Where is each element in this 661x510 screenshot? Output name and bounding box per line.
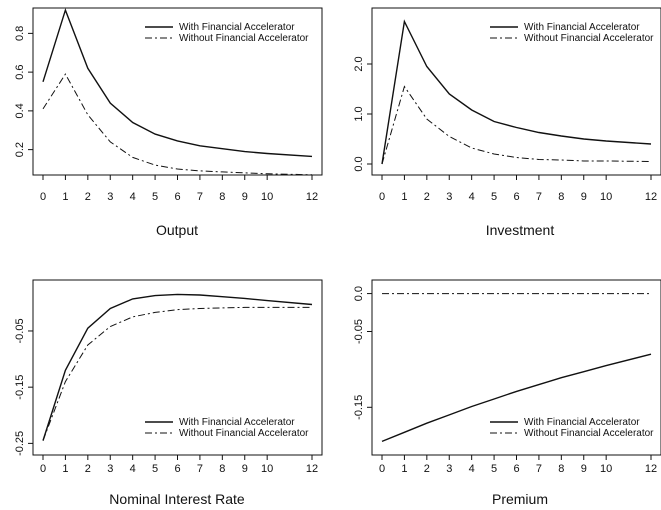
- series-line-without-accelerator: [381, 85, 652, 165]
- x-tick-label: 5: [491, 463, 497, 475]
- legend-label: With Financial Accelerator: [179, 22, 295, 33]
- x-tick-label: 1: [62, 463, 68, 475]
- x-tick-label: 9: [581, 191, 587, 203]
- x-tick-label: 3: [107, 191, 113, 203]
- x-tick-label: 9: [242, 463, 248, 475]
- x-tick-label: 12: [306, 463, 318, 475]
- x-tick-label: 5: [491, 191, 497, 203]
- x-tick-label: 0: [379, 191, 385, 203]
- x-tick-label: 12: [645, 463, 657, 475]
- x-tick-label: 5: [152, 463, 158, 475]
- x-tick-label: 3: [107, 463, 113, 475]
- y-tick-label: -0.15: [353, 395, 365, 420]
- series-line-without-accelerator: [42, 73, 313, 176]
- x-tick-label: 1: [401, 191, 407, 203]
- x-tick-label: 2: [424, 191, 430, 203]
- x-tick-label: 8: [558, 191, 564, 203]
- x-tick-label: 12: [306, 191, 318, 203]
- x-tick-label: 0: [379, 463, 385, 475]
- series-line-without-accelerator: [42, 306, 312, 441]
- y-tick-label: 0.4: [14, 103, 26, 118]
- x-tick-label: 6: [174, 191, 180, 203]
- y-tick-label: -0.05: [14, 318, 26, 343]
- x-tick-label: 12: [645, 191, 657, 203]
- x-tick-label: 10: [261, 191, 273, 203]
- x-tick-label: 4: [469, 191, 475, 203]
- y-tick-label: 0.0: [353, 156, 365, 171]
- x-tick-label: 10: [261, 463, 273, 475]
- x-tick-label: 10: [600, 191, 612, 203]
- y-tick-label: -0.05: [353, 319, 365, 344]
- x-tick-label: 7: [536, 191, 542, 203]
- x-tick-label: 9: [581, 463, 587, 475]
- x-tick-label: 7: [197, 191, 203, 203]
- x-tick-label: 6: [513, 463, 519, 475]
- series-line-with-accelerator: [42, 293, 313, 441]
- x-tick-label: 6: [513, 191, 519, 203]
- x-tick-label: 3: [446, 191, 452, 203]
- y-tick-label: 0.8: [14, 26, 26, 41]
- x-axis-label: Output: [156, 222, 198, 238]
- x-tick-label: 8: [219, 463, 225, 475]
- x-tick-label: 3: [446, 463, 452, 475]
- legend-label: With Financial Accelerator: [524, 22, 640, 33]
- legend-label: With Financial Accelerator: [524, 417, 640, 428]
- legend-label: With Financial Accelerator: [179, 417, 295, 428]
- x-tick-label: 7: [197, 463, 203, 475]
- x-tick-label: 7: [536, 463, 542, 475]
- y-tick-label: 0.6: [14, 64, 26, 79]
- x-tick-label: 1: [401, 463, 407, 475]
- x-tick-label: 0: [40, 191, 46, 203]
- legend-label: Without Financial Accelerator: [179, 33, 309, 44]
- y-tick-label: -0.15: [14, 375, 26, 400]
- x-tick-label: 8: [219, 191, 225, 203]
- x-tick-label: 10: [600, 463, 612, 475]
- x-tick-label: 2: [85, 191, 91, 203]
- legend-label: Without Financial Accelerator: [524, 33, 654, 44]
- legend-label: Without Financial Accelerator: [179, 428, 309, 439]
- y-tick-label: 2.0: [353, 56, 365, 71]
- y-tick-label: 1.0: [353, 106, 365, 121]
- x-tick-label: 1: [62, 191, 68, 203]
- x-tick-label: 4: [469, 463, 475, 475]
- x-tick-label: 0: [40, 463, 46, 475]
- y-tick-label: -0.25: [14, 431, 26, 456]
- x-tick-label: 2: [424, 463, 430, 475]
- series-line-with-accelerator: [42, 7, 313, 158]
- x-axis-label: Premium: [492, 491, 548, 507]
- y-tick-label: 0.2: [14, 142, 26, 157]
- series-line-with-accelerator: [381, 353, 652, 443]
- x-tick-label: 2: [85, 463, 91, 475]
- y-tick-label: 0.0: [353, 286, 365, 301]
- x-tick-label: 6: [174, 463, 180, 475]
- series-line-with-accelerator: [381, 19, 652, 165]
- x-axis-label: Investment: [486, 222, 555, 238]
- x-tick-label: 4: [130, 463, 136, 475]
- legend-label: Without Financial Accelerator: [524, 428, 654, 439]
- x-axis-label: Nominal Interest Rate: [109, 491, 245, 507]
- x-tick-label: 5: [152, 191, 158, 203]
- x-tick-label: 9: [242, 191, 248, 203]
- x-tick-label: 4: [130, 191, 136, 203]
- x-tick-label: 8: [558, 463, 564, 475]
